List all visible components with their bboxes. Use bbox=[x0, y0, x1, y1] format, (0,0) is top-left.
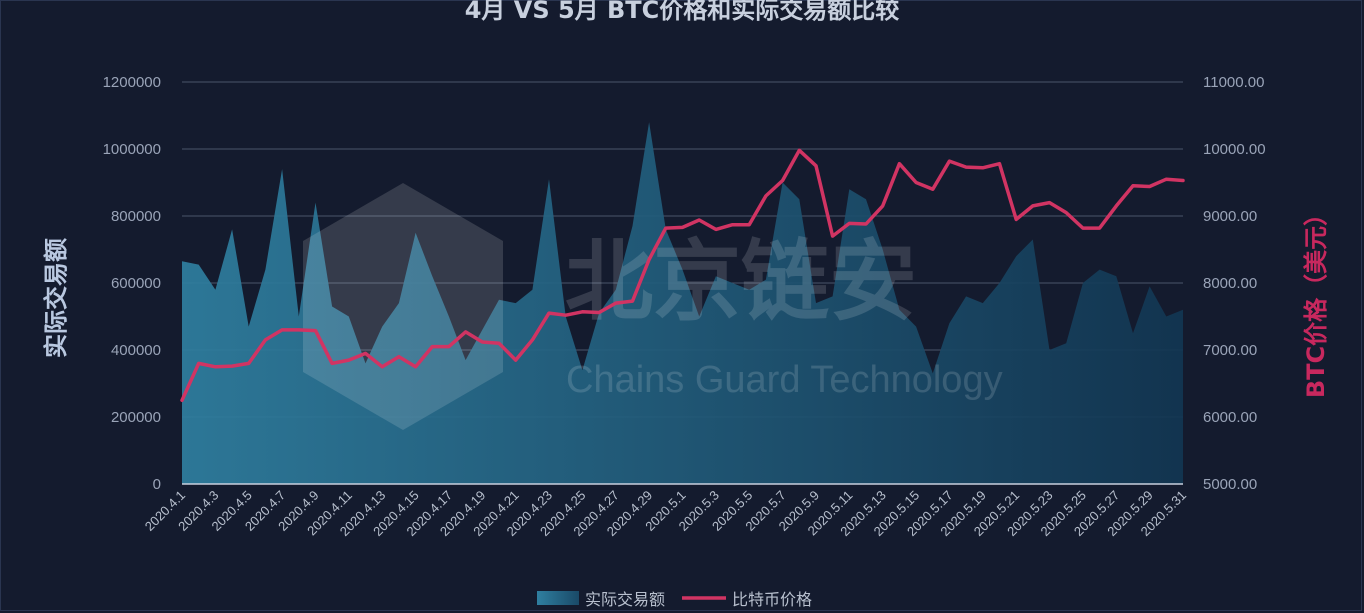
watermark: 北京链安 Chains Guard Technology bbox=[303, 183, 1003, 430]
y-axis-left-label: 实际交易额 bbox=[42, 238, 70, 358]
line-series-path bbox=[180, 148, 1185, 403]
watermark-name: 北京链安 bbox=[565, 230, 917, 333]
y-left-tick-label: 1200000 bbox=[103, 74, 161, 91]
x-tick-labels: 2020.4.12020.4.32020.4.52020.4.72020.4.9… bbox=[142, 488, 1189, 540]
y-right-tick-label: 5000.00 bbox=[1203, 476, 1257, 493]
legend-label-line[interactable]: 比特币价格 bbox=[732, 590, 812, 609]
y-right-tick-label: 9000.00 bbox=[1203, 208, 1257, 225]
y-left-tick-label: 200000 bbox=[111, 409, 161, 426]
axes: 0 5000.00 200000 6000.00 400000 7000.00 600000… bbox=[103, 74, 1266, 493]
line-series-layer bbox=[180, 148, 1185, 403]
legend-swatch-area[interactable] bbox=[537, 591, 579, 605]
y-axis-right-label: BTC价格（美元） bbox=[1302, 202, 1330, 398]
y-right-tick-label: 11000.00 bbox=[1203, 74, 1264, 91]
area-series-fill bbox=[182, 122, 1183, 484]
y-left-tick-label: 400000 bbox=[111, 342, 161, 359]
watermark-subtitle: Chains Guard Technology bbox=[566, 359, 1003, 401]
y-right-tick-label: 6000.00 bbox=[1203, 409, 1257, 426]
y-left-tick-label: 600000 bbox=[111, 275, 161, 292]
chart-title: 4月 VS 5月 BTC价格和实际交易额比较 bbox=[465, 0, 900, 24]
watermark-logo-icon bbox=[303, 183, 503, 430]
legend-label-area[interactable]: 实际交易额 bbox=[585, 590, 665, 609]
y-left-tick-label: 0 bbox=[153, 476, 161, 493]
y-right-tick-label: 7000.00 bbox=[1203, 342, 1257, 359]
y-left-tick-label: 1000000 bbox=[103, 141, 161, 158]
y-left-tick-label: 800000 bbox=[111, 208, 161, 225]
area-series-layer bbox=[182, 122, 1183, 484]
y-right-tick-label: 8000.00 bbox=[1203, 275, 1257, 292]
y-right-tick-label: 10000.00 bbox=[1203, 141, 1266, 158]
legend: 实际交易额 比特币价格 bbox=[537, 590, 812, 609]
